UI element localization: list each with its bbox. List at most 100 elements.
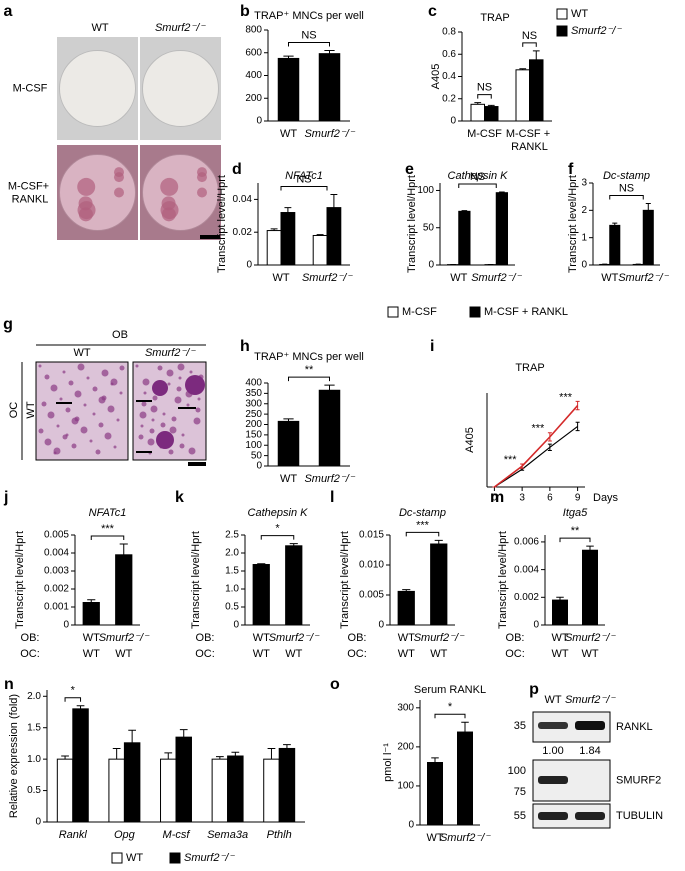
cell — [189, 370, 193, 374]
y-tick-label: 2.0 — [225, 548, 239, 559]
y-axis-label: Relative expression (fold) — [8, 694, 20, 818]
bar — [175, 736, 192, 823]
x-tick-label: WT — [551, 648, 568, 660]
error-bar — [324, 384, 335, 391]
annotation: NS — [296, 173, 311, 185]
panel-letter: c — [428, 3, 437, 20]
y-tick-label: 0.003 — [44, 566, 69, 577]
y-tick-label: 50 — [251, 450, 263, 461]
y-tick-label: 0.4 — [442, 71, 456, 82]
cell — [107, 405, 115, 413]
y-axis-label: Transcript level/Hprt — [567, 175, 579, 273]
legend-label: M-CSF + RANKL — [484, 306, 568, 318]
bar — [211, 758, 229, 823]
y-axis-label: Transcript level/Hprt — [14, 531, 26, 629]
x-tick-label: Smurf2⁻/⁻ — [99, 632, 150, 644]
error-bar — [283, 744, 291, 749]
y-tick-label: 200 — [245, 419, 262, 430]
panel-letter: e — [405, 161, 414, 178]
y-tick-label: 0.5 — [27, 785, 41, 796]
cell — [92, 412, 96, 416]
x-tick-label: WT — [398, 632, 415, 644]
cell — [71, 417, 79, 425]
y-axis-label: Transcript level/Hprt — [339, 531, 351, 629]
cell — [116, 418, 120, 422]
cell — [65, 407, 71, 413]
error-bar — [487, 104, 495, 107]
band — [538, 812, 568, 820]
cell — [168, 449, 174, 455]
panel-letter: o — [330, 676, 340, 693]
cell — [119, 365, 125, 371]
colony — [114, 187, 124, 198]
annotation: * — [275, 523, 280, 535]
chart-title: TRAP⁺ MNCs per well — [254, 351, 364, 363]
error-bar — [519, 68, 527, 70]
y-tick-label: 600 — [245, 47, 262, 58]
x-tick-label: 0 — [492, 493, 498, 504]
error-bar — [547, 443, 552, 451]
y-tick-label: 0.6 — [442, 49, 456, 60]
significance-bracket — [609, 195, 644, 200]
error-bar — [128, 729, 137, 743]
scale-bar — [188, 462, 206, 466]
y-tick-label: 0.002 — [514, 592, 539, 603]
error-bar — [284, 207, 292, 213]
x-axis-label: Days — [593, 492, 619, 504]
colony — [113, 172, 124, 183]
cell — [197, 397, 201, 401]
x-tick-label: 3 — [519, 493, 525, 504]
bar — [458, 210, 471, 266]
bar — [285, 545, 303, 626]
cell — [141, 401, 147, 407]
error-bar — [330, 193, 338, 208]
cell — [138, 434, 144, 440]
error-bar — [270, 228, 278, 231]
y-axis-label: pmol l⁻¹ — [382, 743, 394, 782]
cell — [56, 424, 60, 428]
error-bar — [257, 563, 266, 565]
row-label: OC: — [20, 648, 40, 660]
legend-label: Smurf2⁻/⁻ — [184, 852, 235, 864]
significance-bracket — [64, 697, 82, 702]
error-bar — [547, 432, 552, 442]
y-tick-label: 1 — [581, 232, 587, 243]
cell — [177, 363, 185, 371]
x-tick-label: Smurf2⁻/⁻ — [471, 272, 522, 284]
well — [59, 50, 136, 127]
annotation: *** — [504, 454, 518, 466]
osteoclast — [185, 375, 205, 395]
bar — [252, 564, 270, 626]
y-tick-label: 0.006 — [514, 537, 539, 548]
x-tick-label: Smurf2⁻/⁻ — [269, 632, 320, 644]
bar — [427, 762, 443, 826]
cell — [83, 403, 87, 407]
y-tick-label: 100 — [417, 185, 434, 196]
cell — [151, 418, 155, 422]
cell — [50, 384, 58, 392]
cell — [178, 376, 182, 380]
error-bar — [402, 589, 411, 592]
annotation: *** — [416, 519, 430, 531]
chart-title: Dc-stamp — [399, 507, 446, 519]
y-tick-label: 0.02 — [233, 227, 253, 238]
x-tick-label: WT — [272, 272, 289, 284]
y-tick-label: 0 — [35, 817, 41, 828]
bar — [227, 755, 244, 823]
bar — [56, 758, 74, 823]
cell — [38, 364, 42, 368]
x-tick-label: Smurf2⁻/⁻ — [302, 272, 353, 284]
bar — [318, 53, 341, 122]
x-tick-label: M-csf — [163, 829, 191, 841]
y-tick-label: 0.2 — [442, 93, 456, 104]
cell — [98, 396, 106, 404]
x-tick-label: WT — [253, 648, 270, 660]
bar — [318, 389, 341, 467]
y-tick-label: 100 — [245, 440, 262, 451]
x-tick-label: WT — [83, 632, 100, 644]
error-bar — [316, 234, 324, 236]
error-bar — [575, 421, 580, 432]
y-axis-label: A405 — [430, 64, 442, 90]
scale-bar — [200, 235, 220, 239]
bar — [326, 207, 342, 266]
